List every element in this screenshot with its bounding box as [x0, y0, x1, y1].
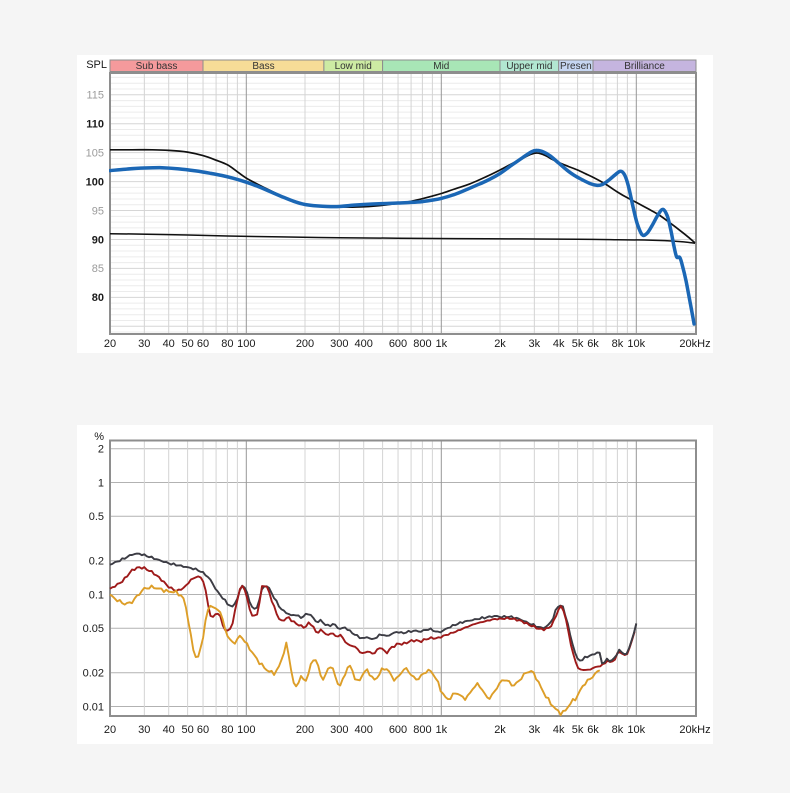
svg-text:2k: 2k	[494, 724, 506, 736]
svg-text:3k: 3k	[528, 724, 540, 736]
svg-text:80: 80	[221, 724, 233, 736]
svg-text:200: 200	[296, 338, 314, 350]
svg-text:%: %	[94, 431, 104, 443]
svg-text:2k: 2k	[494, 338, 506, 350]
svg-text:Bass: Bass	[252, 61, 274, 72]
svg-text:100: 100	[237, 338, 255, 350]
svg-text:1k: 1k	[435, 724, 447, 736]
svg-text:Upper mid: Upper mid	[506, 61, 552, 72]
svg-text:4k: 4k	[553, 338, 565, 350]
svg-text:115: 115	[86, 90, 104, 102]
svg-text:80: 80	[92, 292, 104, 304]
svg-text:40: 40	[163, 724, 175, 736]
svg-text:Presen: Presen	[560, 61, 592, 72]
svg-text:100: 100	[237, 724, 255, 736]
svg-text:5k: 5k	[572, 724, 584, 736]
svg-text:20kHz: 20kHz	[679, 724, 710, 736]
svg-text:0.5: 0.5	[89, 511, 104, 523]
svg-text:110: 110	[86, 119, 104, 131]
svg-text:800: 800	[413, 338, 431, 350]
svg-text:90: 90	[92, 234, 104, 246]
svg-text:10k: 10k	[627, 338, 645, 350]
svg-text:30: 30	[138, 724, 150, 736]
svg-text:1: 1	[98, 477, 104, 489]
svg-text:20: 20	[104, 724, 116, 736]
svg-text:105: 105	[86, 148, 104, 160]
svg-text:300: 300	[330, 724, 348, 736]
svg-text:0.01: 0.01	[83, 701, 104, 713]
svg-text:100: 100	[86, 176, 104, 188]
svg-text:Low mid: Low mid	[335, 61, 372, 72]
svg-text:30: 30	[138, 338, 150, 350]
svg-text:Mid: Mid	[433, 61, 449, 72]
svg-text:800: 800	[413, 724, 431, 736]
svg-text:600: 600	[389, 338, 407, 350]
svg-text:Brilliance: Brilliance	[624, 61, 665, 72]
svg-text:6k: 6k	[587, 338, 599, 350]
svg-text:400: 400	[355, 724, 373, 736]
svg-text:60: 60	[197, 724, 209, 736]
svg-text:1k: 1k	[435, 338, 447, 350]
svg-text:SPL: SPL	[86, 59, 107, 71]
svg-text:85: 85	[92, 263, 104, 275]
svg-text:60: 60	[197, 338, 209, 350]
svg-text:50: 50	[181, 338, 193, 350]
svg-text:300: 300	[330, 338, 348, 350]
svg-text:95: 95	[92, 205, 104, 217]
svg-text:8k: 8k	[612, 724, 624, 736]
svg-text:20kHz: 20kHz	[679, 338, 710, 350]
svg-text:40: 40	[163, 338, 175, 350]
svg-text:10k: 10k	[627, 724, 645, 736]
svg-text:400: 400	[355, 338, 373, 350]
svg-text:0.02: 0.02	[83, 668, 104, 680]
svg-text:0.05: 0.05	[83, 623, 104, 635]
svg-text:8k: 8k	[612, 338, 624, 350]
svg-text:200: 200	[296, 724, 314, 736]
svg-text:600: 600	[389, 724, 407, 736]
svg-text:3k: 3k	[528, 338, 540, 350]
svg-text:20: 20	[104, 338, 116, 350]
svg-text:2: 2	[98, 444, 104, 456]
svg-text:0.1: 0.1	[89, 589, 104, 601]
svg-text:50: 50	[181, 724, 193, 736]
svg-text:4k: 4k	[553, 724, 565, 736]
svg-text:Sub bass: Sub bass	[136, 61, 178, 72]
svg-text:6k: 6k	[587, 724, 599, 736]
svg-text:0.2: 0.2	[89, 556, 104, 568]
svg-text:5k: 5k	[572, 338, 584, 350]
svg-text:80: 80	[221, 338, 233, 350]
